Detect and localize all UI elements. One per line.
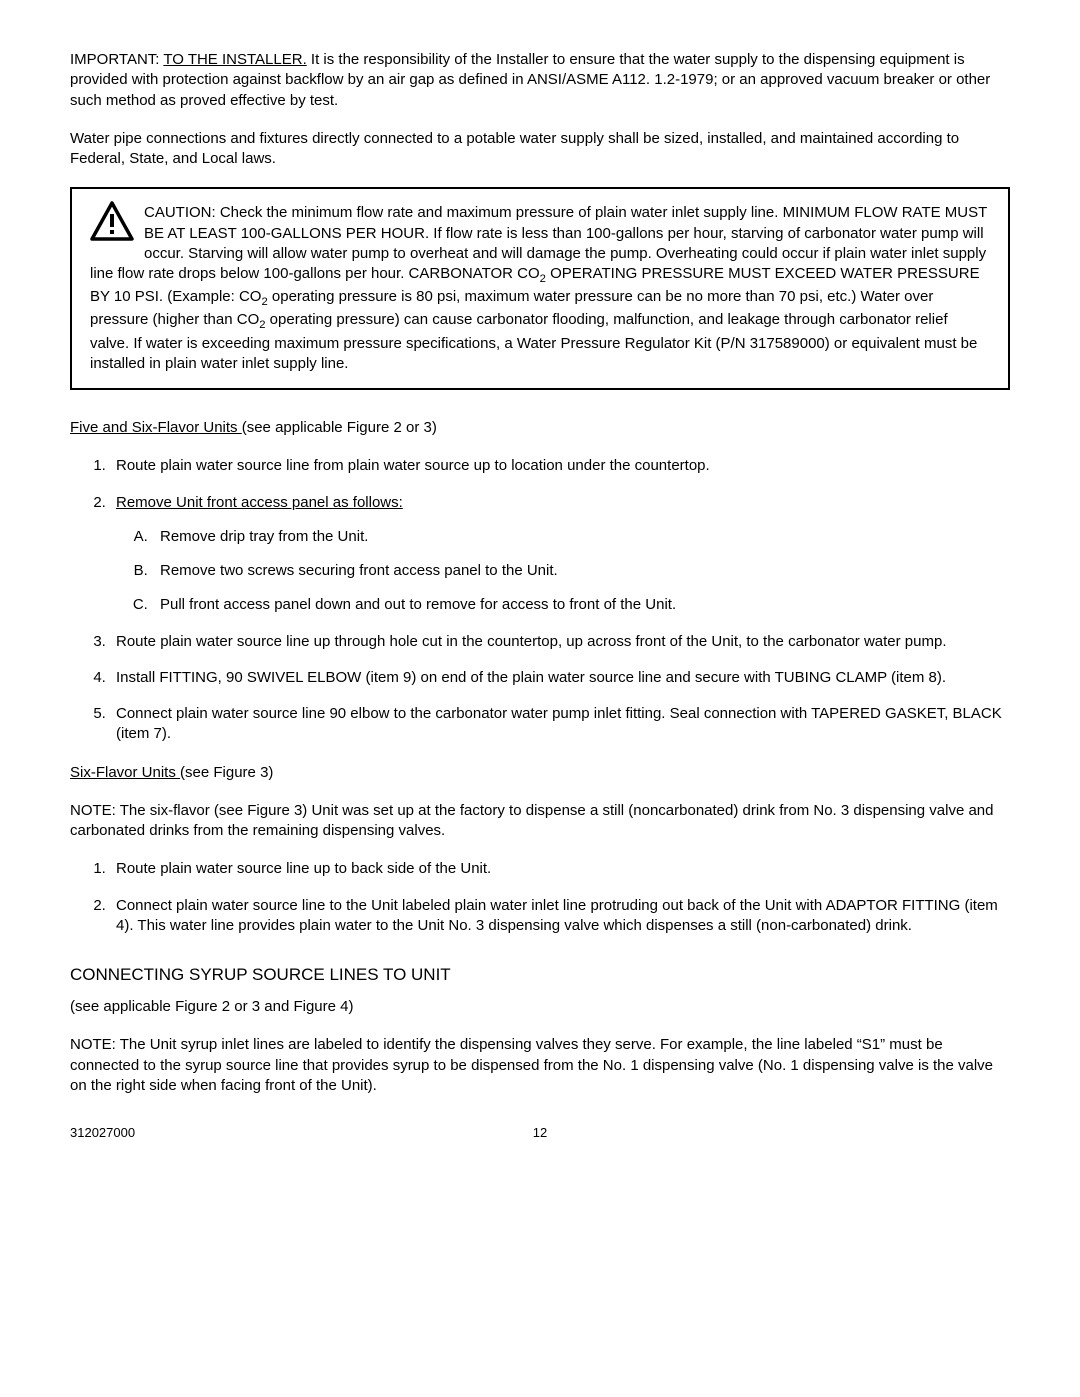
- list1-sublist: Remove drip tray from the Unit. Remove t…: [116, 527, 1010, 616]
- note2: NOTE: The Unit syrup inlet lines are lab…: [70, 1035, 1010, 1096]
- list1-item4: Install FITTING, 90 SWIVEL ELBOW (item 9…: [110, 668, 1010, 688]
- caution-text: CAUTION: Check the minimum flow rate and…: [90, 204, 987, 372]
- five-six-underline: Five and Six-Flavor Units: [70, 419, 242, 436]
- important-paragraph: IMPORTANT: TO THE INSTALLER. It is the r…: [70, 50, 1010, 111]
- warning-icon: [90, 201, 134, 247]
- six-rest: (see Figure 3): [180, 764, 273, 781]
- procedure-list-2: Route plain water source line up to back…: [70, 859, 1010, 936]
- list1-item2a: Remove drip tray from the Unit.: [152, 527, 1010, 547]
- list1-item2b: Remove two screws securing front access …: [152, 561, 1010, 581]
- list1-item1: Route plain water source line from plain…: [110, 456, 1010, 476]
- list2-item2: Connect plain water source line to the U…: [110, 896, 1010, 937]
- footer-pagenum: 12: [70, 1124, 1010, 1142]
- list1-item2c: Pull front access panel down and out to …: [152, 595, 1010, 615]
- waterpipe-paragraph: Water pipe connections and fixtures dire…: [70, 129, 1010, 170]
- syrup-heading: CONNECTING SYRUP SOURCE LINES TO UNIT: [70, 964, 1010, 987]
- six-underline: Six-Flavor Units: [70, 764, 180, 781]
- note1: NOTE: The six-flavor (see Figure 3) Unit…: [70, 801, 1010, 842]
- list2-item1: Route plain water source line up to back…: [110, 859, 1010, 879]
- five-six-heading: Five and Six-Flavor Units (see applicabl…: [70, 418, 1010, 438]
- important-underline: TO THE INSTALLER.: [163, 51, 306, 68]
- six-heading: Six-Flavor Units (see Figure 3): [70, 763, 1010, 783]
- caution-box: CAUTION: Check the minimum flow rate and…: [70, 187, 1010, 390]
- list1-item2-underlined: Remove Unit front access panel as follow…: [116, 494, 403, 511]
- list1-item2: Remove Unit front access panel as follow…: [110, 493, 1010, 616]
- procedure-list-1: Route plain water source line from plain…: [70, 456, 1010, 744]
- five-six-rest: (see applicable Figure 2 or 3): [242, 419, 437, 436]
- list1-item3: Route plain water source line up through…: [110, 632, 1010, 652]
- footer-docnum: 312027000: [70, 1124, 135, 1142]
- list1-item5: Connect plain water source line 90 elbow…: [110, 704, 1010, 745]
- syrup-sub: (see applicable Figure 2 or 3 and Figure…: [70, 997, 1010, 1017]
- page-footer: 312027000 12: [70, 1124, 1010, 1142]
- important-prefix: IMPORTANT:: [70, 51, 163, 68]
